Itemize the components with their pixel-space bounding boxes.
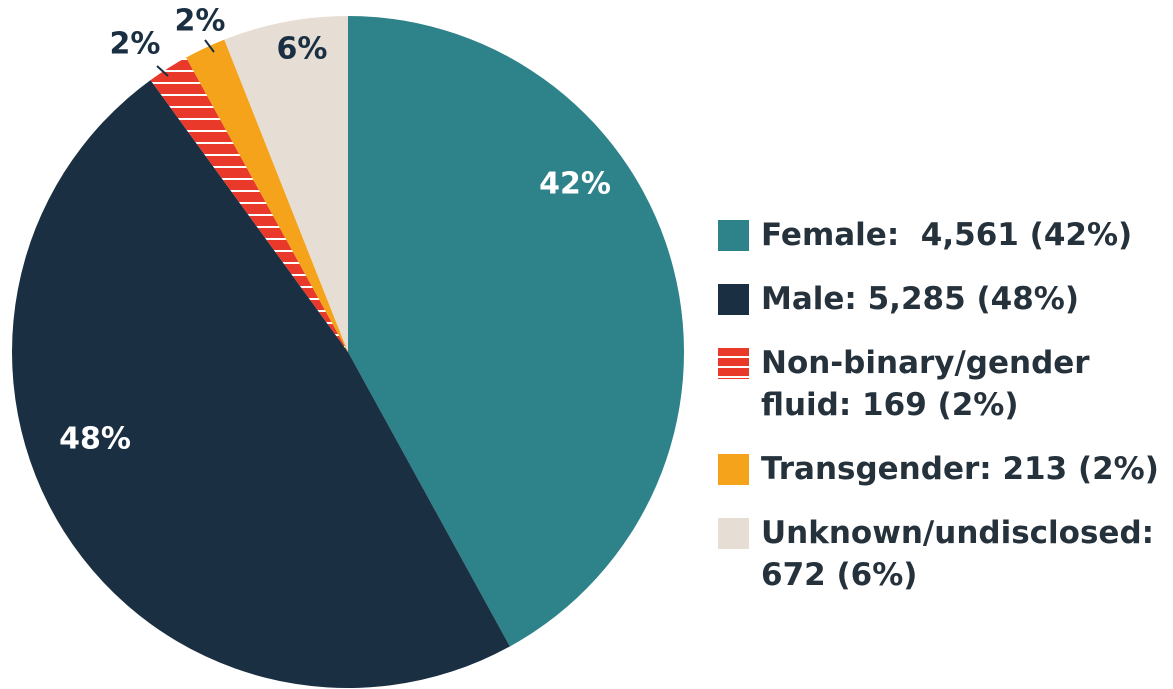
legend-item: Unknown/undisclosed: 672 (6%) [718, 512, 1168, 596]
legend-label: Non-binary/gender fluid: 169 (2%) [761, 345, 1101, 423]
chart: 42% 48% 2% 2% 6% [11, 4, 684, 688]
leader-line [204, 39, 215, 53]
legend-item: Female: 4,561 (42%) [718, 214, 1168, 256]
pie-slice [186, 39, 348, 353]
legend-swatch [718, 518, 749, 549]
legend-item: Male: 5,285 (48%) [718, 278, 1168, 320]
data-label: 48% [59, 422, 131, 457]
pie-slice [11, 80, 510, 688]
data-label: 6% [277, 32, 328, 67]
pie-slice [150, 57, 348, 353]
legend-label: Female: 4,561 (42%) [761, 217, 1133, 253]
legend-swatch [718, 284, 749, 315]
data-label: 2% [175, 4, 226, 39]
legend-label: Unknown/undisclosed: 672 (6%) [761, 515, 1165, 593]
leader-line [156, 65, 169, 77]
legend: Female: 4,561 (42%) Male: 5,285 (48%) Non-… [718, 214, 1168, 618]
legend-swatch [718, 348, 749, 379]
pie-slice [348, 16, 684, 647]
legend-label: Male: 5,285 (48%) [761, 281, 1079, 317]
data-label: 2% [110, 27, 161, 62]
legend-label: Transgender: 213 (2%) [761, 451, 1159, 487]
legend-item: Transgender: 213 (2%) [718, 448, 1168, 490]
data-label: 42% [539, 167, 611, 202]
pie-slice [224, 16, 348, 352]
legend-swatch [718, 454, 749, 485]
legend-item: Non-binary/gender fluid: 169 (2%) [718, 342, 1168, 426]
legend-swatch [718, 220, 749, 251]
